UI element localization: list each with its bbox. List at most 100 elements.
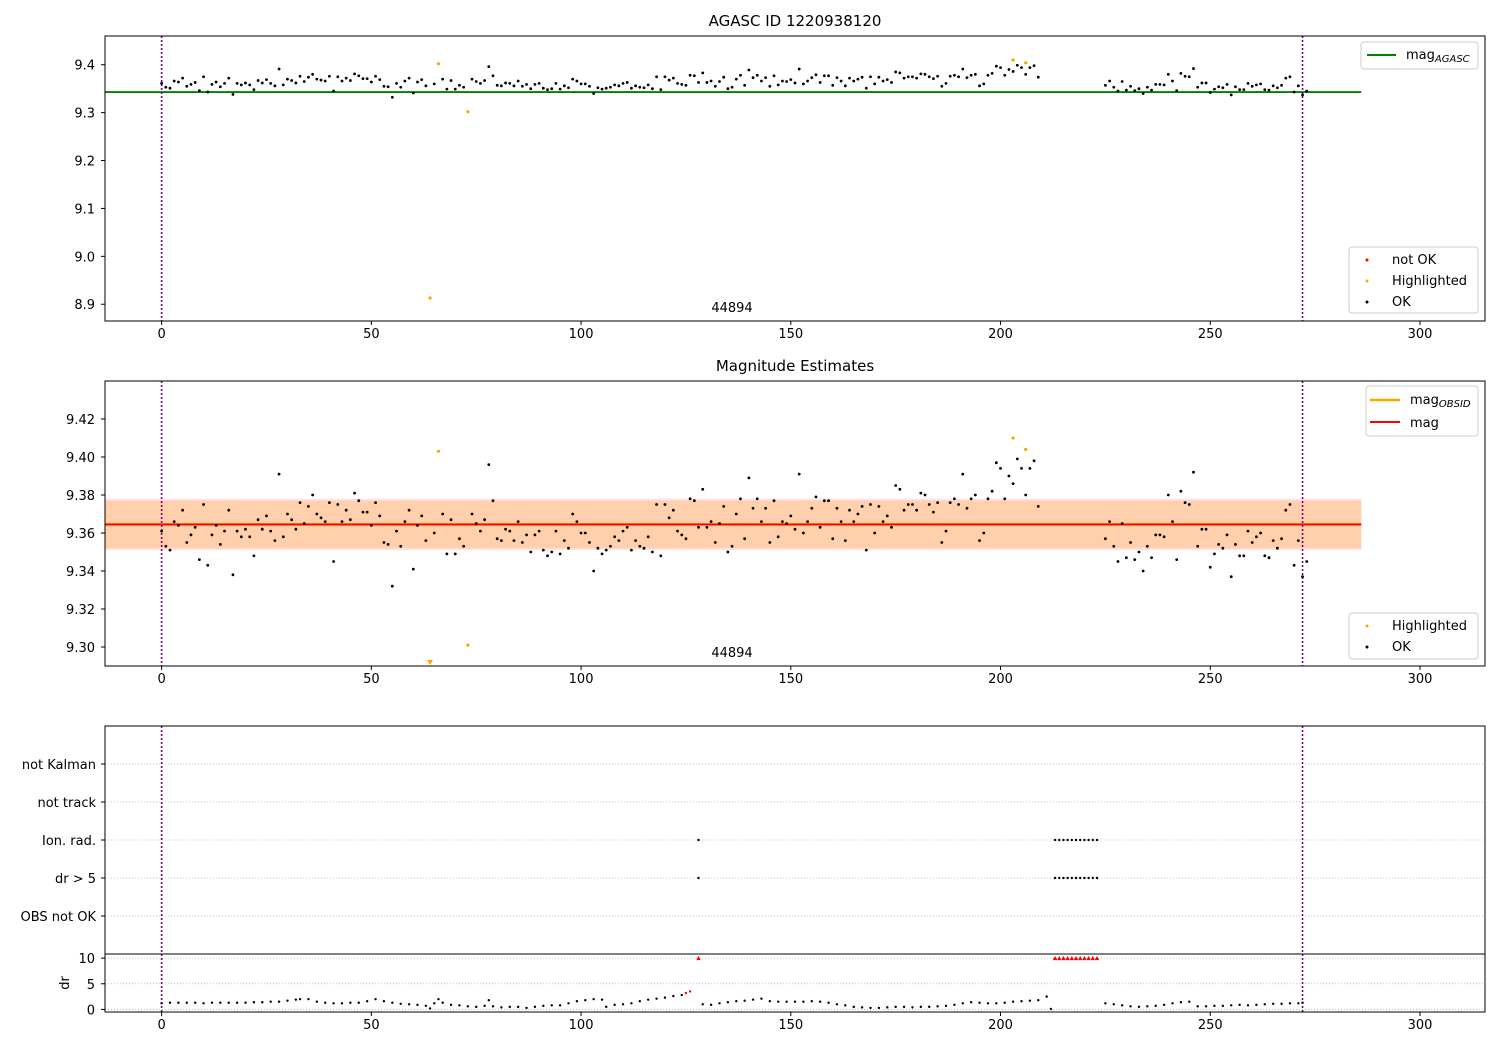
point-ok <box>177 80 180 84</box>
dr-point-ok <box>449 1003 453 1007</box>
dr-point-ok <box>1171 1002 1174 1005</box>
point-ok <box>474 522 478 525</box>
point-ok <box>722 505 726 508</box>
point-ok <box>952 73 956 77</box>
point-ok <box>206 563 210 567</box>
flag-point <box>697 876 700 880</box>
point-ok <box>890 81 893 84</box>
point-ok <box>751 76 755 80</box>
point-ok <box>1183 501 1187 504</box>
point-ok <box>512 539 516 542</box>
legend-middle-points-box <box>1348 612 1479 660</box>
point-ok <box>797 67 801 71</box>
point-ok <box>1221 86 1225 90</box>
x-tick-label: 150 <box>778 672 803 687</box>
dr-point-ok <box>277 1000 281 1003</box>
dr-point-ok <box>911 1006 914 1009</box>
point-ok <box>294 527 298 531</box>
dr-point-ok <box>407 1003 411 1006</box>
dr-point-ok <box>1297 1002 1300 1005</box>
point-ok <box>864 86 868 90</box>
legend-mag-agasc-label: magAGASC <box>1406 48 1470 65</box>
point-ok <box>479 82 482 85</box>
flag-label-obs-not-ok: OBS not OK <box>21 910 97 925</box>
point-ok <box>281 535 285 539</box>
dr-point-ok <box>953 1003 956 1007</box>
point-ok <box>378 514 382 518</box>
point-ok <box>642 546 646 550</box>
point-ok <box>302 80 306 83</box>
point-ok <box>336 75 340 79</box>
dr-point-ok <box>751 998 755 1001</box>
dr-point-clipped <box>1094 955 1100 961</box>
point-highlighted <box>436 62 441 66</box>
y-tick-label: 9.32 <box>66 603 95 618</box>
dr-point-ok <box>219 1001 222 1004</box>
point-ok <box>1124 556 1128 560</box>
x-tick-label: 300 <box>1408 672 1433 687</box>
panel-top-y-axis: 8.9 9.0 9.1 9.2 9.3 9.4 <box>74 59 105 313</box>
point-ok <box>1271 539 1275 542</box>
dr-point-ok <box>743 999 746 1002</box>
y-tick-label: 9.30 <box>66 641 95 656</box>
dr-point-ok <box>269 1000 272 1003</box>
dr-point-ok <box>324 1001 327 1004</box>
point-ok <box>181 76 184 80</box>
dr-point-ok <box>1196 1005 1199 1008</box>
y-tick-label: 9.3 <box>74 107 95 122</box>
point-ok <box>407 508 411 512</box>
dr-point-ok <box>441 1001 444 1004</box>
point-ok <box>537 82 541 85</box>
point-ok <box>403 79 407 83</box>
point-ok <box>1137 87 1141 91</box>
flag-point <box>1058 876 1061 880</box>
dr-point-ok <box>1213 1004 1216 1008</box>
point-ok <box>1141 92 1145 95</box>
point-ok <box>441 512 445 516</box>
point-ok <box>269 529 273 533</box>
y-tick-label: 9.34 <box>66 565 95 580</box>
panel-top-annotation: 44894 <box>711 301 752 316</box>
point-ok <box>877 505 881 508</box>
point-ok <box>181 508 184 512</box>
dr-point-ok <box>487 998 490 1002</box>
dr-point-ok <box>860 1006 864 1009</box>
dr-point-ok <box>177 1001 180 1004</box>
point-ok <box>1242 554 1246 558</box>
dr-point-ok <box>298 997 302 1001</box>
point-ok <box>600 87 604 91</box>
point-ok <box>961 67 965 71</box>
point-ok <box>852 520 856 523</box>
point-ok <box>852 79 856 83</box>
point-ok <box>952 497 956 501</box>
point-ok <box>747 476 751 480</box>
point-ok <box>1280 83 1283 87</box>
point-ok <box>625 81 629 84</box>
point-ok <box>516 520 520 523</box>
point-ok <box>856 77 860 81</box>
point-ok <box>441 77 445 81</box>
point-ok <box>214 80 218 84</box>
point-ok <box>374 501 377 504</box>
point-ok <box>843 539 847 542</box>
point-ok <box>760 79 763 83</box>
point-ok <box>185 84 189 88</box>
point-ok <box>202 503 205 506</box>
point-ok <box>994 64 998 68</box>
point-ok <box>315 512 319 516</box>
x-tick-label: 0 <box>157 672 165 687</box>
y-tick-label: 9.42 <box>66 413 95 428</box>
point-ok <box>1284 76 1288 80</box>
point-ok <box>571 77 575 81</box>
point-ok <box>1116 89 1120 93</box>
dr-point-clipped <box>1078 955 1083 961</box>
point-ok <box>1296 539 1300 542</box>
dr-point-clipped <box>1086 955 1091 961</box>
point-ok <box>323 520 327 523</box>
dr-point-ok <box>307 997 310 1001</box>
point-ok <box>655 503 658 506</box>
dr-point-ok <box>886 1006 889 1009</box>
point-ok <box>1179 489 1183 493</box>
point-ok <box>1204 81 1208 85</box>
point-ok <box>919 491 923 495</box>
